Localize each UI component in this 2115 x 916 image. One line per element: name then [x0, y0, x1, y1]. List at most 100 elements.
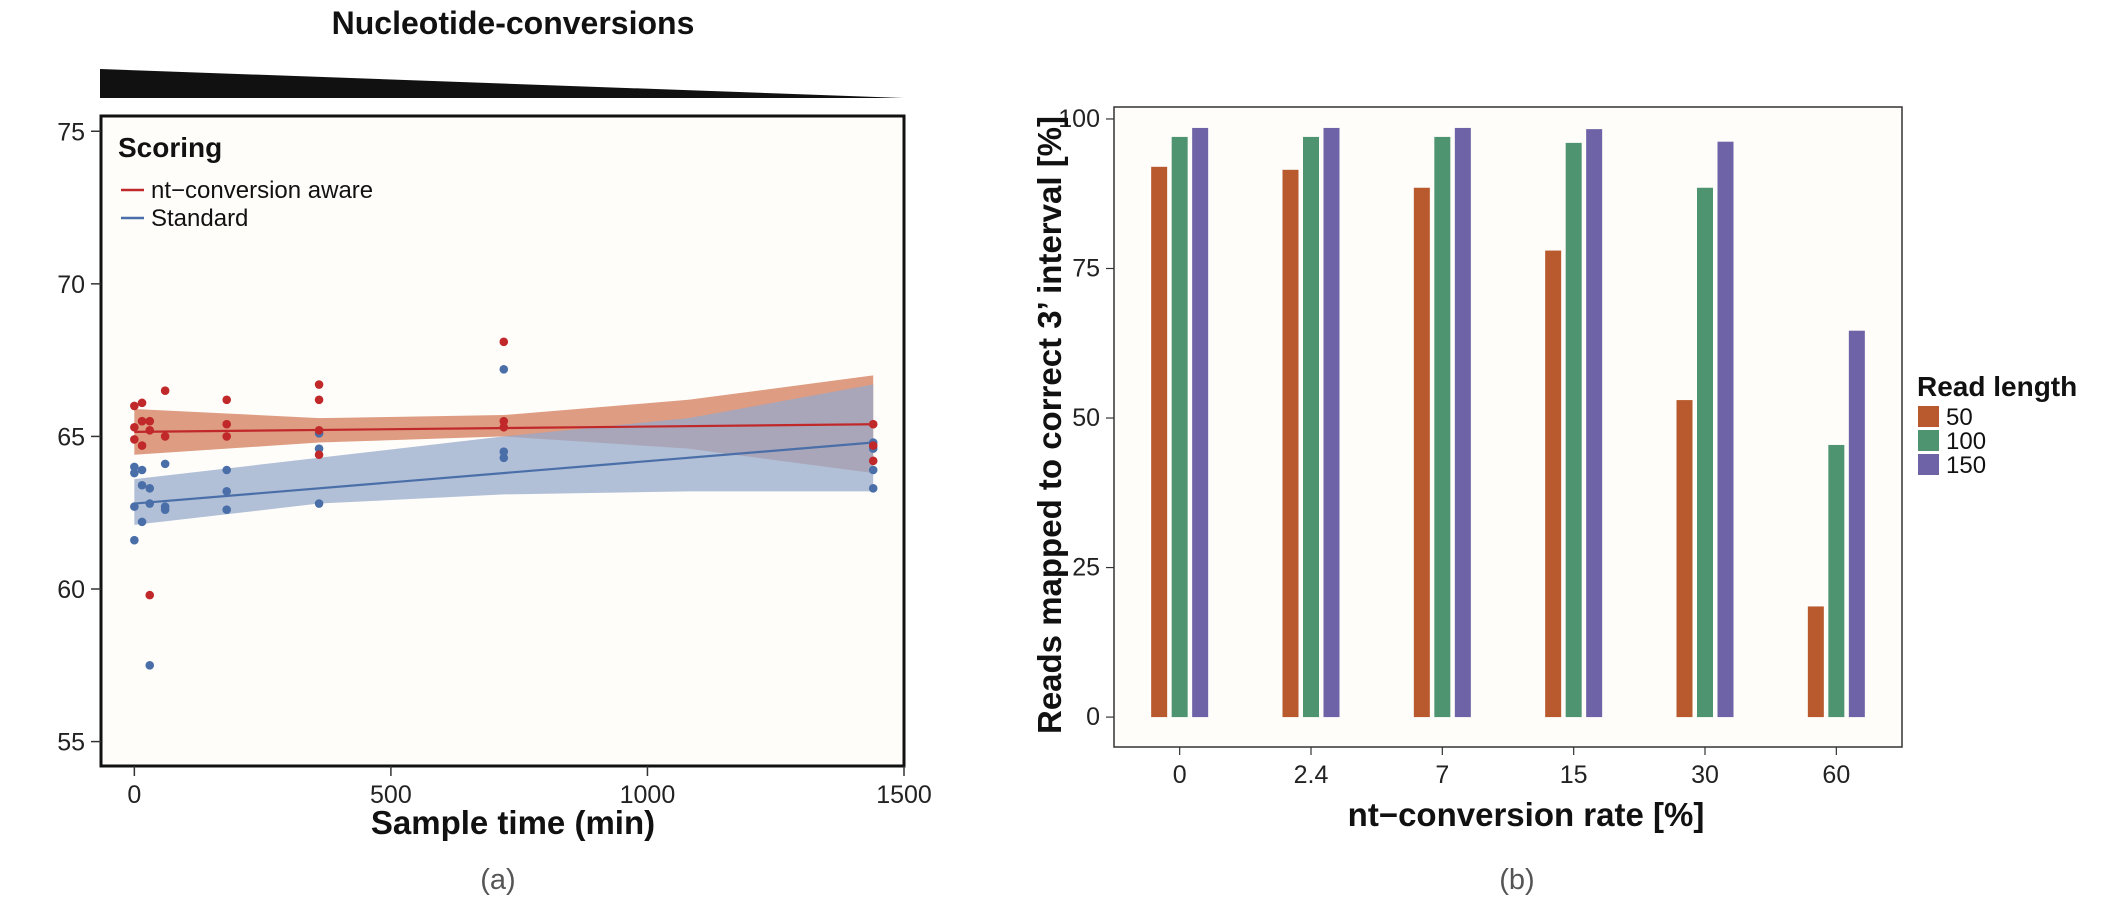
data-point	[160, 386, 170, 395]
data-point	[314, 450, 324, 460]
y-axis-ticks: 55 60 65 70 75	[57, 118, 101, 757]
bar	[1454, 127, 1471, 718]
x-tick-label: 30	[1691, 761, 1719, 789]
banner-title: Nucleotide-conversions	[332, 5, 695, 41]
data-point	[137, 517, 147, 527]
data-point	[314, 426, 324, 435]
panel-b: 0 25 50 75 100 0 2.4 7 15 30 60 nt−conversion rat…	[1031, 105, 2077, 896]
x-tick-label: 0	[127, 781, 141, 809]
x-tick-label: 2.4	[1294, 761, 1329, 789]
legend-label: 150	[1946, 452, 1986, 479]
x-tick-label: 500	[370, 781, 412, 809]
data-point	[868, 441, 878, 450]
data-point	[222, 505, 232, 514]
bar	[1151, 166, 1168, 718]
data-point	[130, 401, 139, 411]
y-axis-ticks: 0 25 50 75 100	[1058, 105, 1114, 731]
x-tick-label: 15	[1560, 761, 1588, 789]
bar	[1413, 187, 1430, 718]
data-point	[137, 465, 147, 475]
data-point	[130, 435, 139, 444]
legend-swatch	[1918, 454, 1939, 475]
panel-caption: (b)	[1499, 864, 1534, 896]
data-point	[499, 364, 509, 374]
data-point	[222, 465, 232, 475]
y-tick-label: 100	[1058, 105, 1100, 133]
data-point	[130, 468, 139, 478]
x-tick-label: 1500	[876, 781, 932, 809]
bar	[1586, 129, 1603, 718]
data-point	[499, 422, 509, 432]
legend-title: Scoring	[118, 132, 222, 163]
legend-title: Read length	[1917, 371, 2077, 402]
legend-scoring: Scoring nt−conversion aware Standard	[118, 132, 373, 232]
data-point	[145, 484, 155, 493]
data-point	[499, 447, 509, 456]
y-tick-label: 70	[57, 271, 85, 299]
x-tick-label: 7	[1435, 761, 1449, 789]
x-tick-label: 0	[1173, 761, 1187, 789]
bar	[1323, 127, 1340, 718]
data-point	[160, 459, 170, 469]
bar	[1807, 606, 1824, 718]
data-points	[130, 337, 878, 670]
data-point	[130, 462, 139, 472]
legend-label: 100	[1946, 428, 1986, 455]
data-point	[314, 395, 324, 405]
bar	[1848, 330, 1865, 718]
data-point	[868, 456, 878, 466]
data-point	[137, 416, 147, 426]
bar	[1171, 136, 1188, 718]
y-tick-label: 75	[1072, 254, 1100, 282]
legend-swatch	[1918, 406, 1939, 427]
panel-a: Nucleotide-conversions 55 60 65 70 75 0 500 10…	[57, 5, 932, 896]
x-axis-ticks: 0 500 1000 1500	[127, 766, 932, 809]
y-tick-label: 25	[1072, 554, 1100, 582]
bar	[1717, 141, 1734, 718]
data-point	[145, 590, 155, 600]
data-point	[160, 432, 170, 441]
regression-line	[134, 441, 874, 505]
y-tick-label: 50	[1072, 404, 1100, 432]
bar	[1697, 187, 1713, 718]
data-point	[868, 465, 878, 475]
bar	[1565, 142, 1582, 718]
bars	[1151, 127, 1865, 718]
data-point	[499, 453, 509, 463]
y-tick-label: 65	[57, 423, 85, 451]
bar	[1434, 136, 1451, 718]
y-tick-label: 75	[57, 118, 85, 146]
data-point	[137, 398, 147, 408]
bar	[1828, 444, 1845, 718]
panel-caption: (a)	[480, 864, 515, 896]
y-tick-label: 0	[1086, 703, 1100, 731]
data-point	[314, 380, 324, 389]
x-axis-label: Sample time (min)	[371, 804, 655, 841]
x-axis-label: nt−conversion rate [%]	[1348, 796, 1705, 833]
y-axis-label: Reads mapped to correct 3’ interval [%]	[1031, 116, 1068, 734]
data-point	[314, 499, 324, 508]
data-point	[137, 441, 147, 450]
x-tick-label: 60	[1822, 761, 1850, 789]
legend-label: 50	[1946, 404, 1973, 431]
data-point	[868, 484, 878, 493]
bar	[1192, 127, 1209, 718]
data-point	[145, 416, 155, 426]
x-tick-label: 1000	[620, 781, 676, 809]
data-point	[130, 422, 139, 432]
data-point	[222, 395, 232, 405]
data-point	[130, 535, 139, 545]
data-point	[499, 416, 509, 426]
data-point	[160, 505, 170, 514]
plot-b-frame	[1113, 106, 1903, 748]
data-point	[145, 660, 155, 670]
data-point	[868, 419, 878, 429]
legend-swatch	[1918, 430, 1939, 451]
y-tick-label: 60	[57, 576, 85, 604]
data-point	[222, 487, 232, 496]
data-point	[137, 480, 147, 490]
bar	[1545, 250, 1562, 718]
conversion-gradient-wedge	[100, 69, 904, 98]
